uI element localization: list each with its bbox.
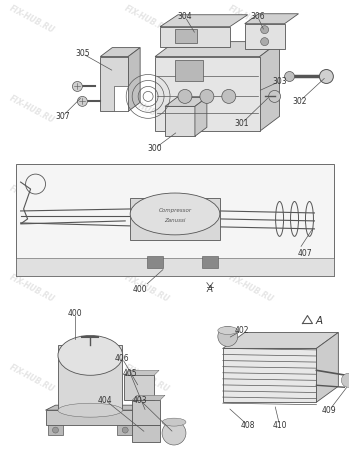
Text: FIX-HUB.RU: FIX-HUB.RU xyxy=(227,273,275,304)
Polygon shape xyxy=(124,375,154,400)
Polygon shape xyxy=(130,198,220,240)
Text: FIX-HUB.RU: FIX-HUB.RU xyxy=(227,4,275,36)
Circle shape xyxy=(218,327,238,346)
Polygon shape xyxy=(16,164,334,276)
Text: 405: 405 xyxy=(123,369,138,378)
Circle shape xyxy=(269,90,281,103)
Text: 307: 307 xyxy=(55,112,70,121)
Text: FIX-HUB.RU: FIX-HUB.RU xyxy=(8,363,56,394)
Circle shape xyxy=(178,90,192,104)
Circle shape xyxy=(77,96,88,106)
Polygon shape xyxy=(132,425,160,442)
Circle shape xyxy=(261,26,269,34)
Text: FIX-HUB.RU: FIX-HUB.RU xyxy=(8,183,56,215)
Polygon shape xyxy=(128,48,140,111)
Circle shape xyxy=(162,421,186,445)
Text: FIX-HUB.RU: FIX-HUB.RU xyxy=(227,94,275,125)
Polygon shape xyxy=(160,15,248,27)
Text: 400: 400 xyxy=(133,285,147,294)
Text: 301: 301 xyxy=(234,119,249,128)
Text: 303: 303 xyxy=(272,77,287,86)
Polygon shape xyxy=(223,348,316,402)
Polygon shape xyxy=(132,400,160,425)
Text: A: A xyxy=(316,315,323,325)
Polygon shape xyxy=(16,258,334,276)
Polygon shape xyxy=(155,57,260,131)
Ellipse shape xyxy=(130,193,220,235)
Text: FIX-HUB.RU: FIX-HUB.RU xyxy=(123,363,171,394)
Text: 404: 404 xyxy=(98,396,113,405)
Text: 408: 408 xyxy=(240,421,255,430)
Text: A: A xyxy=(207,285,213,294)
Polygon shape xyxy=(114,86,128,111)
Text: FIX-HUB.RU: FIX-HUB.RU xyxy=(227,183,275,215)
Text: Compressor: Compressor xyxy=(159,208,191,213)
Circle shape xyxy=(222,90,236,104)
Polygon shape xyxy=(260,42,280,131)
Circle shape xyxy=(52,427,58,433)
Polygon shape xyxy=(165,106,195,136)
Circle shape xyxy=(122,427,128,433)
Text: 306: 306 xyxy=(250,12,265,21)
Ellipse shape xyxy=(218,327,238,334)
Text: FIX-HUB.RU: FIX-HUB.RU xyxy=(123,4,171,36)
Circle shape xyxy=(341,374,350,387)
Circle shape xyxy=(285,72,294,81)
Text: 403: 403 xyxy=(133,396,147,405)
Bar xyxy=(147,256,163,268)
Polygon shape xyxy=(155,42,280,57)
Polygon shape xyxy=(46,410,135,425)
Text: FIX-HUB.RU: FIX-HUB.RU xyxy=(8,94,56,125)
Text: 410: 410 xyxy=(272,421,287,430)
Polygon shape xyxy=(117,425,133,435)
Text: FIX-HUB.RU: FIX-HUB.RU xyxy=(123,94,171,125)
Polygon shape xyxy=(100,48,140,57)
Ellipse shape xyxy=(58,403,123,417)
Polygon shape xyxy=(223,333,338,348)
Polygon shape xyxy=(48,425,63,435)
Bar xyxy=(175,59,203,81)
Text: 302: 302 xyxy=(292,97,307,106)
Text: 400: 400 xyxy=(68,309,83,318)
Circle shape xyxy=(72,81,82,91)
Polygon shape xyxy=(195,97,207,136)
Polygon shape xyxy=(160,27,230,47)
Polygon shape xyxy=(165,97,207,106)
Polygon shape xyxy=(46,405,145,410)
Bar xyxy=(175,29,197,43)
Polygon shape xyxy=(124,370,159,375)
Text: 407: 407 xyxy=(297,249,312,258)
Text: FIX-HUB.RU: FIX-HUB.RU xyxy=(123,183,171,215)
Ellipse shape xyxy=(162,418,186,426)
Text: 402: 402 xyxy=(234,326,249,335)
Text: FIX-HUB.RU: FIX-HUB.RU xyxy=(8,273,56,304)
Text: FIX-HUB.RU: FIX-HUB.RU xyxy=(227,363,275,394)
Polygon shape xyxy=(100,57,128,111)
Text: 304: 304 xyxy=(178,12,192,21)
Polygon shape xyxy=(58,346,122,410)
Circle shape xyxy=(320,69,333,83)
Polygon shape xyxy=(245,24,285,49)
Bar xyxy=(202,256,218,268)
Text: Zanussi: Zanussi xyxy=(164,218,186,223)
Polygon shape xyxy=(245,14,299,24)
Polygon shape xyxy=(316,333,338,402)
Text: FIX-HUB.RU: FIX-HUB.RU xyxy=(123,273,171,304)
Circle shape xyxy=(200,90,214,104)
Text: 305: 305 xyxy=(75,49,90,58)
Circle shape xyxy=(261,38,269,45)
Text: 406: 406 xyxy=(115,354,130,363)
Text: 300: 300 xyxy=(148,144,162,153)
Polygon shape xyxy=(132,395,165,400)
Ellipse shape xyxy=(58,335,123,375)
Text: 409: 409 xyxy=(322,405,337,414)
Text: FIX-HUB.RU: FIX-HUB.RU xyxy=(8,4,56,36)
